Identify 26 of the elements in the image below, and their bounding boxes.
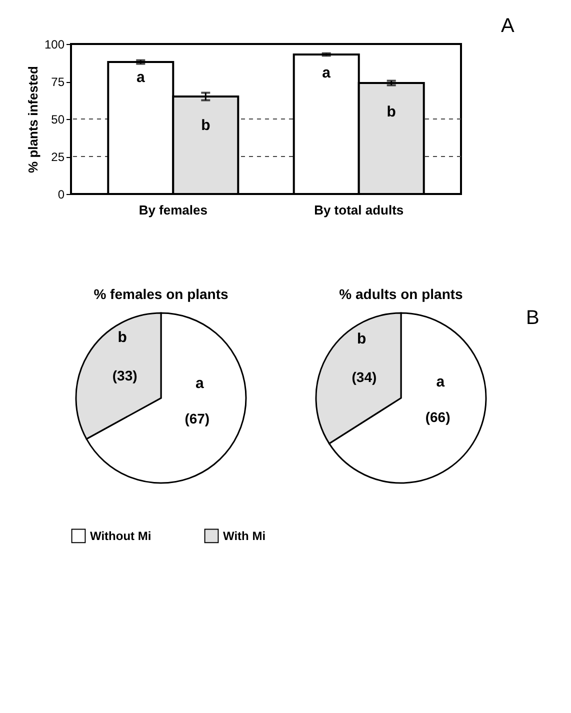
x-tick-label: By females [138, 202, 208, 218]
y-tick-label: 100 [44, 38, 65, 52]
text: A [501, 15, 515, 37]
text: a [436, 374, 446, 391]
text: b [356, 330, 366, 348]
text: B [526, 307, 540, 329]
y-tick-label: 75 [51, 75, 65, 89]
y-tick-label: 50 [51, 112, 65, 126]
annotation: b [201, 117, 210, 134]
y-axis-title: % plants infested [25, 66, 40, 173]
y-tick-label: 0 [58, 188, 65, 202]
annotation: b [386, 104, 396, 120]
y-tick-label: 25 [51, 150, 65, 164]
legend-label: Without Mi [90, 528, 152, 543]
text: b [118, 329, 127, 346]
annotation: a [136, 69, 146, 86]
chart-title: % adults on plants [339, 286, 464, 302]
chart-title: % females on plants [94, 286, 229, 302]
legend-label: With Mi [223, 528, 266, 543]
data-label: (33) [112, 368, 138, 384]
data-label: (66) [425, 409, 450, 426]
data-label: (67) [184, 410, 210, 426]
data-label: (34) [352, 368, 377, 385]
annotation: a [322, 64, 332, 82]
text: a [196, 374, 205, 392]
x-tick-label: By total adults [314, 202, 404, 218]
